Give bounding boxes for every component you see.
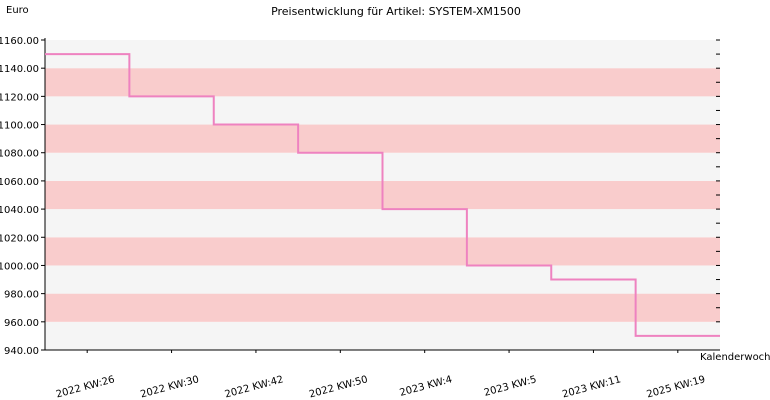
plot-band [45, 321, 720, 350]
x-tick-label: 2022 KW:30 [139, 374, 200, 400]
x-tick-label: 2023 KW:4 [399, 374, 454, 399]
x-tick-label: 2023 KW:5 [483, 374, 538, 399]
x-tick-label: 2022 KW:26 [55, 374, 116, 400]
y-tick-label: 1000.00 [0, 261, 39, 272]
plot-band [45, 293, 720, 322]
plot-bands [45, 40, 720, 350]
chart-title: Preisentwicklung für Artikel: SYSTEM-XM1… [271, 5, 521, 18]
plot-band [45, 237, 720, 266]
x-tick-label: 2023 KW:11 [561, 374, 622, 400]
y-tick-label: 1120.00 [0, 92, 39, 103]
y-tick-label: 1020.00 [0, 233, 39, 244]
plot-band [45, 96, 720, 125]
y-axis: 940.00 960.00 980.00 1000.00 1020.00 1040.00 1… [0, 36, 720, 357]
plot-band [45, 124, 720, 153]
y-tick-label: 1100.00 [0, 121, 39, 132]
y-tick-label: 1060.00 [0, 177, 39, 188]
price-step-line [45, 53, 720, 337]
x-axis: 2022 KW:26 2022 KW:30 2022 KW:42 2022 KW:50… [45, 349, 720, 400]
x-tick-label: 2022 KW:50 [308, 374, 369, 400]
y-tick-label: 940.00 [4, 346, 39, 357]
price-series [45, 53, 720, 337]
x-axis-label: Kalenderwoche [700, 352, 770, 363]
plot-band [45, 209, 720, 238]
plot-band [45, 68, 720, 97]
y-axis-label: Euro [6, 5, 29, 16]
y-tick-label: 980.00 [4, 290, 39, 301]
x-tick-label: 2025 KW:19 [646, 374, 707, 400]
y-tick-label: 960.00 [4, 318, 39, 329]
plot-band [45, 40, 720, 69]
y-tick-label: 1040.00 [0, 205, 39, 216]
y-tick-label: 1160.00 [0, 36, 39, 47]
x-tick-label: 2022 KW:42 [224, 374, 285, 400]
y-tick-label: 1140.00 [0, 64, 39, 75]
y-tick-label: 1080.00 [0, 149, 39, 160]
